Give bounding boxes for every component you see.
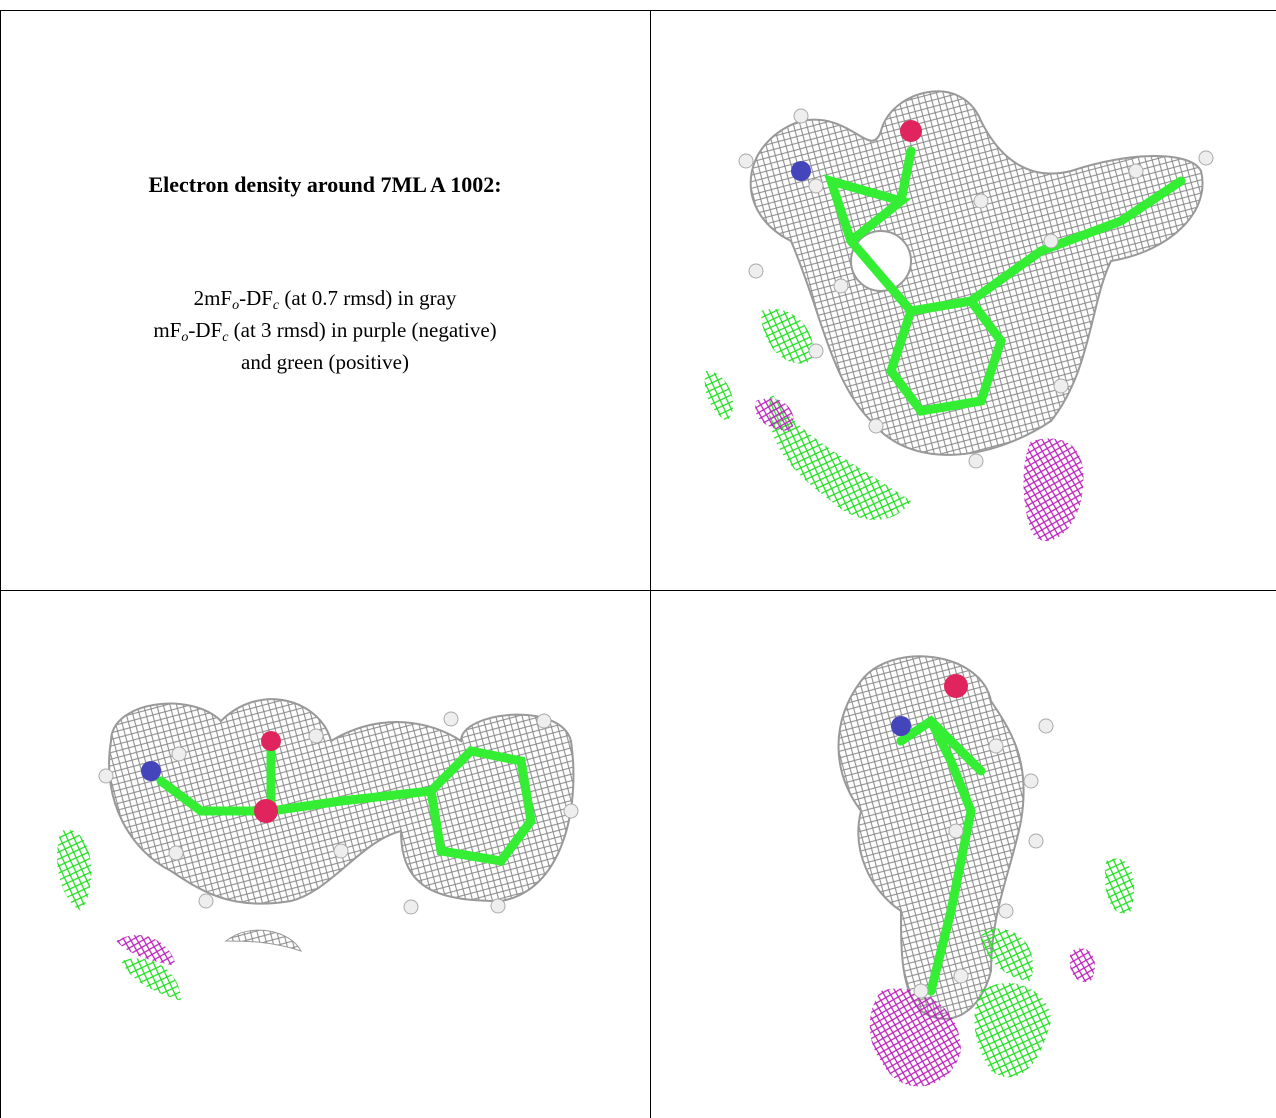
nitrogen	[891, 716, 911, 736]
ring-hole	[850, 230, 912, 292]
nitrogen	[141, 761, 161, 781]
hydrogens	[98, 711, 579, 915]
text: -DF	[239, 286, 273, 310]
green-mesh	[761, 309, 813, 364]
table-border	[0, 590, 1276, 591]
gray-mesh	[749, 90, 1204, 456]
text: -DF	[188, 318, 223, 342]
gray-mesh	[837, 655, 1025, 1020]
purple-mesh	[1069, 948, 1095, 982]
text: and green (positive)	[241, 350, 409, 374]
subscript: c	[272, 298, 280, 313]
oxygen	[944, 674, 968, 698]
gray-mesh	[224, 929, 302, 952]
legend-title: Electron density around 7ML A 1002:	[148, 172, 502, 197]
text: 2mF	[193, 286, 233, 310]
text: (at 3 rmsd) in purple (negative)	[228, 318, 497, 342]
legend-line: and green (positive)	[0, 350, 650, 375]
density-view	[837, 655, 1135, 1087]
ligand-bonds	[896, 715, 986, 996]
subscript: c	[222, 330, 229, 345]
table-border	[0, 10, 1276, 11]
green-mesh	[974, 982, 1051, 1078]
table-border	[650, 10, 651, 1118]
nitrogen	[791, 161, 811, 181]
purple-mesh	[869, 988, 961, 1087]
density-view	[704, 90, 1214, 541]
green-mesh	[121, 958, 181, 1001]
text: mF	[153, 318, 182, 342]
purple-mesh	[755, 398, 794, 431]
subscript: o	[232, 298, 240, 313]
oxygen	[261, 731, 281, 751]
green-mesh	[981, 928, 1033, 981]
purple-mesh	[1023, 438, 1084, 541]
green-mesh	[1105, 858, 1135, 914]
purple-mesh	[116, 935, 176, 966]
table-border	[0, 10, 1, 1118]
text: (at 0.7 rmsd) in gray	[279, 286, 457, 310]
legend-line: 2mFo-DFc (at 0.7 rmsd) in gray	[0, 286, 650, 314]
hydrogens	[913, 718, 1054, 999]
green-mesh	[769, 391, 911, 520]
density-view	[57, 698, 579, 1001]
hydrogens	[738, 108, 1214, 469]
subscript: o	[181, 330, 189, 345]
green-mesh	[704, 371, 734, 421]
oxygen	[900, 120, 922, 142]
ligand-bonds	[824, 146, 1186, 416]
green-mesh	[57, 829, 92, 911]
legend-line: mFo-DFc (at 3 rmsd) in purple (negative)	[0, 318, 650, 346]
oxygen	[254, 799, 278, 823]
